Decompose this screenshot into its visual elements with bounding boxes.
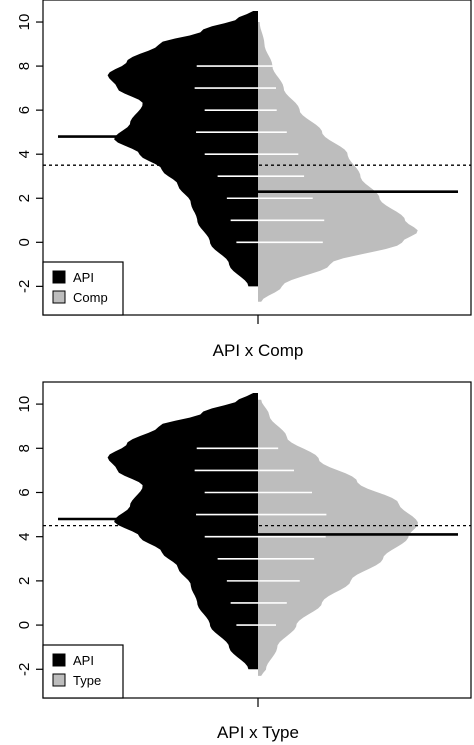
chart-panel-1: -2 0 2 4 6 8 10 API x Comp API Comp bbox=[16, 0, 472, 360]
legend-label-api: API bbox=[73, 653, 94, 668]
legend-label-api: API bbox=[73, 270, 94, 285]
legend-label-type: Type bbox=[73, 673, 101, 688]
bean-type-panel2 bbox=[258, 399, 418, 676]
y-tick-label: 10 bbox=[16, 14, 33, 31]
plot-frame bbox=[42, 0, 472, 316]
y-tick-label: 0 bbox=[16, 621, 33, 629]
y-tick-label: 4 bbox=[16, 533, 33, 541]
legend-swatch-comp bbox=[52, 290, 66, 304]
y-tick-label: 10 bbox=[16, 396, 33, 413]
legend-label-comp: Comp bbox=[73, 290, 108, 305]
bean-api-panel1 bbox=[107, 11, 258, 287]
x-axis-label: API x Comp bbox=[213, 341, 304, 360]
y-tick-label: 8 bbox=[16, 62, 33, 70]
y-tick-label: 2 bbox=[16, 577, 33, 585]
legend-swatch-api bbox=[52, 653, 66, 667]
bean-comp-panel1 bbox=[258, 22, 418, 302]
y-tick-label: 2 bbox=[16, 194, 33, 202]
bean-api-panel2 bbox=[107, 393, 258, 670]
plot-frame bbox=[42, 381, 472, 699]
legend-swatch-api bbox=[52, 270, 66, 284]
legend: API Comp bbox=[42, 261, 124, 316]
y-tick-label: 8 bbox=[16, 444, 33, 452]
y-tick-label: 6 bbox=[16, 488, 33, 496]
x-axis-label: API x Type bbox=[217, 723, 299, 742]
legend: API Type bbox=[42, 644, 124, 699]
y-tick-label: -2 bbox=[16, 663, 33, 676]
chart-panel-2: -2 0 2 4 6 8 10 API x Type API Type bbox=[16, 381, 472, 742]
y-tick-label: 4 bbox=[16, 150, 33, 158]
y-tick-label: 0 bbox=[16, 238, 33, 246]
legend-swatch-type bbox=[52, 673, 66, 687]
y-tick-label: -2 bbox=[16, 280, 33, 293]
y-tick-label: 6 bbox=[16, 106, 33, 114]
